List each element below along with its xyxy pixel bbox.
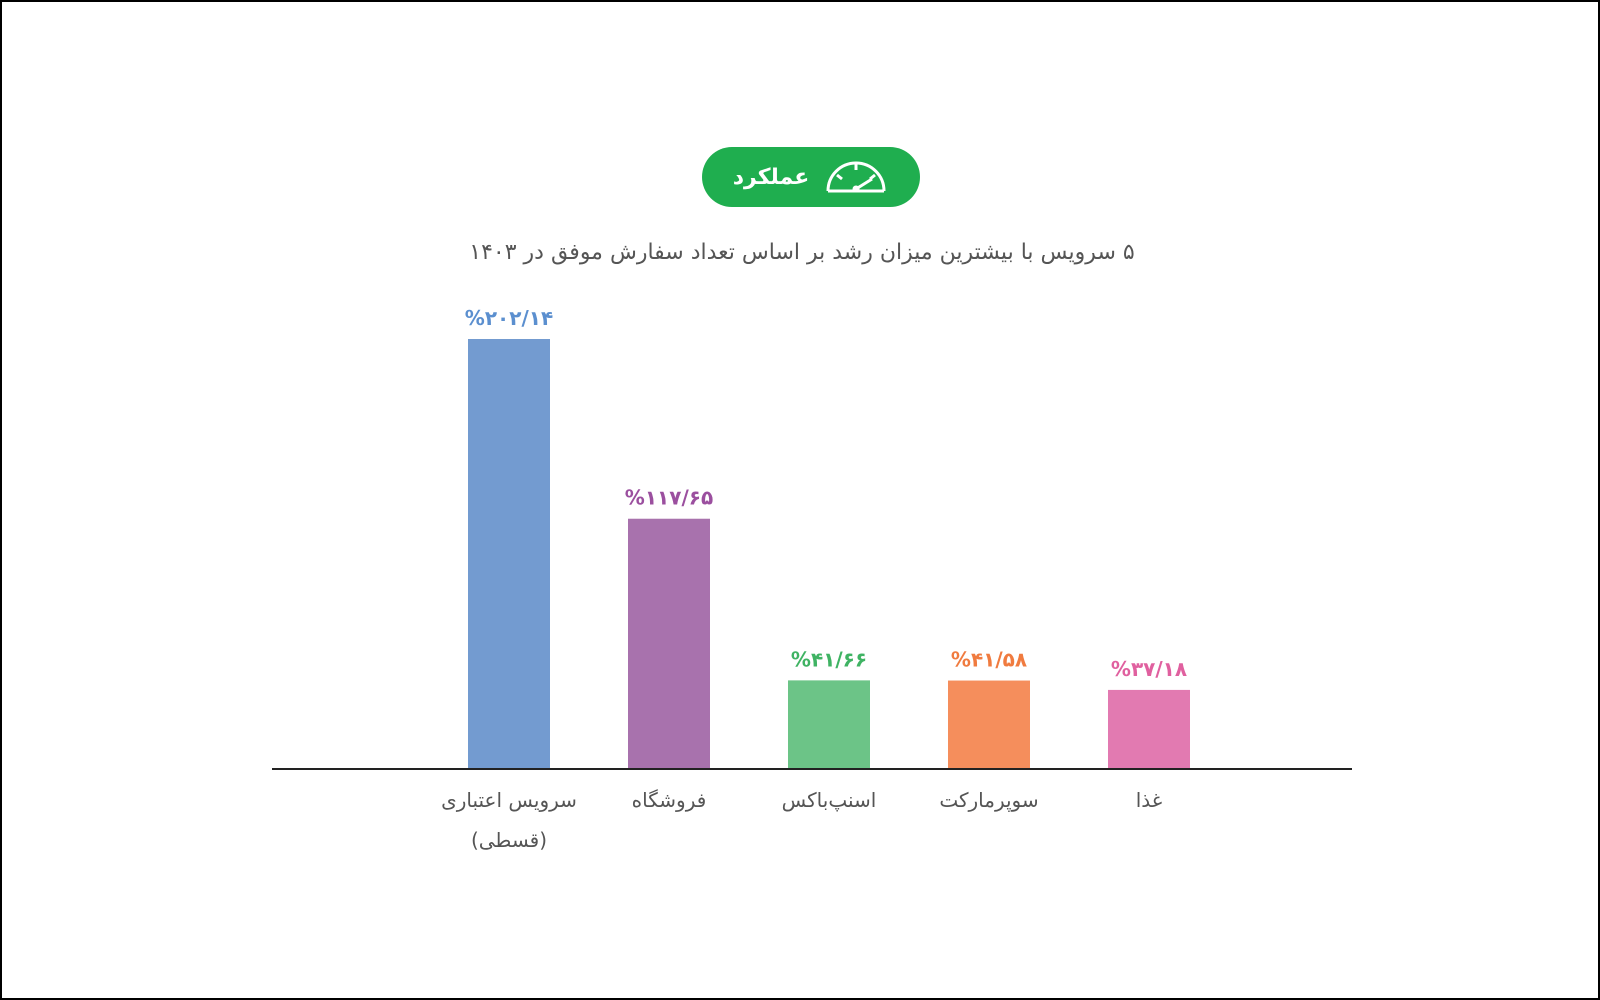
bar-value-label: %۴۱/۵۸ [951,648,1027,672]
bar [1108,689,1190,769]
bar-value-label: %۴۱/۶۶ [791,647,867,671]
bar [628,518,710,769]
bar [468,339,550,769]
chart-title: ۵ سرویس با بیشترین میزان رشد بر اساس تعد… [469,240,1135,265]
bar-value-label: %۳۷/۱۸ [1111,657,1187,681]
category-label: (قسطی) [471,828,547,852]
badge-label: عملکرد [732,164,810,190]
bar [788,680,870,769]
category-label: سرویس اعتباری [441,788,577,812]
category-label: اسنپ‌باکس [782,788,877,813]
speedometer-icon [826,161,886,193]
bar [948,680,1030,769]
bar-value-label: %۲۰۲/۱۴ [465,306,553,330]
category-label: غذا [1136,788,1163,812]
bar-value-label: %۱۱۷/۶۵ [625,486,713,510]
section-badge: عملکرد [702,147,920,207]
category-label: فروشگاه [632,788,707,812]
category-label: سوپرمارکت [939,788,1038,813]
